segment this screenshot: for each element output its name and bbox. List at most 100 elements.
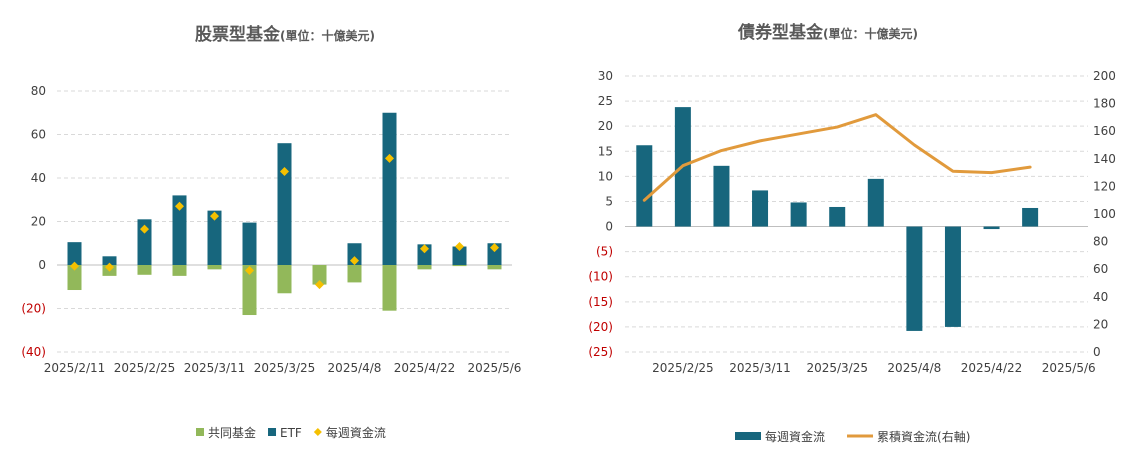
legend-swatch-2 — [313, 428, 322, 436]
cumulative-flow-line — [642, 113, 1032, 202]
weekly-flow-point-8 — [350, 256, 359, 266]
y-tick-label: 30 — [598, 69, 613, 83]
y2-tick-label: 180 — [1093, 97, 1116, 111]
chart-title-unit: (單位：十億美元) — [280, 28, 375, 43]
bar-etf-0 — [67, 242, 82, 265]
bar-weekly-flow-5 — [829, 206, 846, 227]
bar-weekly-flow-3 — [752, 190, 769, 227]
x-tick-label: 2025/4/22 — [394, 361, 456, 375]
x-tick-label: 2025/5/6 — [1042, 361, 1096, 375]
legend-swatch-0 — [735, 432, 761, 440]
bar-mutual-fund-6 — [277, 265, 292, 294]
bar-etf-11 — [452, 246, 467, 265]
y-tick-label: 20 — [31, 215, 46, 229]
weekly-flow-point-0 — [70, 261, 79, 271]
bond-fund-chart: 債券型基金(單位：十億美元) 30 25 20 15 10 5 0 (5) (10) (15) (2… — [565, 0, 1130, 467]
legend-swatch-1 — [268, 428, 277, 436]
weekly-flow-point-11 — [455, 242, 464, 252]
weekly-flow-point-4 — [210, 211, 219, 221]
legend-label-1: ETF — [280, 426, 302, 440]
weekly-flow-point-2 — [140, 224, 149, 234]
y-tick-label: (10) — [588, 270, 613, 284]
bar-etf-5 — [242, 222, 257, 265]
bar-mutual-fund-4 — [207, 265, 222, 270]
y2-tick-label: 40 — [1093, 290, 1108, 304]
chart-title: 股票型基金(單位：十億美元) — [195, 24, 375, 45]
x-tick-label: 2025/4/22 — [961, 361, 1023, 375]
bond-fund-chart-svg: 債券型基金(單位：十億美元) 30 25 20 15 10 5 0 (5) (10) (15) (2… — [588, 22, 1116, 444]
bar-mutual-fund-11 — [452, 265, 467, 267]
bar-mutual-fund-10 — [417, 265, 432, 270]
y-tick-label: 25 — [598, 94, 613, 108]
bar-etf-2 — [137, 219, 152, 265]
x-tick-label: 2025/3/25 — [806, 361, 868, 375]
y2-tick-label: 160 — [1093, 124, 1116, 138]
x-tick-label: 2025/5/6 — [468, 361, 522, 375]
y2-tick-label: 140 — [1093, 152, 1116, 166]
weekly-flow-point-9 — [385, 153, 394, 163]
legend-label-0: 每週資金流 — [765, 429, 825, 444]
bar-etf-8 — [347, 243, 362, 265]
bar-weekly-flow-9 — [983, 226, 1000, 230]
legend-label-1: 累積資金流(右軸) — [877, 429, 970, 444]
y-tick-label: (25) — [588, 345, 613, 359]
bar-mutual-fund-0 — [67, 265, 82, 291]
equity-fund-chart-svg: 股票型基金(單位：十億美元) 80 60 40 20 0 (20) (40) 2025/2/… — [21, 24, 522, 440]
x-tick-label: 2025/2/25 — [114, 361, 176, 375]
bar-mutual-fund-7 — [312, 265, 327, 285]
bar-etf-9 — [382, 112, 397, 265]
bar-weekly-flow-8 — [944, 226, 961, 327]
legend-label-2: 每週資金流 — [326, 425, 386, 440]
bar-etf-3 — [172, 195, 187, 265]
weekly-flow-point-5 — [245, 265, 254, 275]
x-tick-label: 2025/3/25 — [254, 361, 316, 375]
y-tick-label: 60 — [31, 128, 46, 142]
weekly-flow-point-3 — [175, 201, 184, 211]
y-tick-label: 5 — [605, 194, 613, 208]
bar-mutual-fund-5 — [242, 265, 257, 316]
chart-title-main: 股票型基金 — [195, 24, 281, 45]
y-tick-label: 15 — [598, 144, 613, 158]
chart-title-unit: (單位：十億美元) — [823, 26, 918, 41]
chart-title-main: 債券型基金 — [737, 22, 824, 43]
y-tick-label: 80 — [31, 84, 46, 98]
x-tick-label: 2025/4/8 — [328, 361, 382, 375]
y-tick-label: (20) — [588, 320, 613, 334]
bar-etf-1 — [102, 256, 117, 265]
bar-weekly-flow-10 — [1022, 207, 1039, 227]
y-tick-label: 20 — [598, 119, 613, 133]
y-tick-label: (5) — [596, 245, 613, 259]
bar-mutual-fund-9 — [382, 265, 397, 311]
weekly-flow-point-10 — [420, 244, 429, 254]
y2-tick-label: 100 — [1093, 207, 1116, 221]
bar-mutual-fund-12 — [487, 265, 502, 270]
y2-tick-label: 80 — [1093, 235, 1108, 249]
x-tick-label: 2025/4/8 — [887, 361, 941, 375]
weekly-flow-point-12 — [490, 243, 499, 253]
bar-weekly-flow-7 — [906, 226, 923, 331]
bar-weekly-flow-6 — [867, 178, 884, 227]
bar-etf-4 — [207, 210, 222, 265]
bar-weekly-flow-4 — [790, 202, 807, 227]
x-tick-label: 2025/3/11 — [184, 361, 246, 375]
legend-swatch-0 — [196, 428, 204, 436]
x-tick-label: 2025/3/11 — [729, 361, 791, 375]
bar-mutual-fund-3 — [172, 265, 187, 276]
equity-fund-chart: 股票型基金(單位：十億美元) 80 60 40 20 0 (20) (40) 2025/2/… — [0, 0, 560, 467]
y-tick-label: 0 — [605, 220, 613, 234]
legend-label-0: 共同基金 — [208, 425, 256, 440]
y2-tick-label: 120 — [1093, 179, 1116, 193]
y-tick-label: 10 — [598, 169, 613, 183]
bar-mutual-fund-2 — [137, 265, 152, 275]
weekly-flow-point-1 — [105, 262, 114, 272]
y2-tick-label: 60 — [1093, 262, 1108, 276]
bar-mutual-fund-8 — [347, 265, 362, 283]
y2-tick-label: 200 — [1093, 69, 1116, 83]
y-tick-label: (40) — [21, 345, 46, 359]
weekly-flow-point-7 — [315, 280, 324, 290]
x-tick-label: 2025/2/25 — [652, 361, 714, 375]
chart-title: 債券型基金(單位：十億美元) — [737, 22, 918, 43]
y-tick-label: (20) — [21, 302, 46, 316]
y2-tick-label: 0 — [1093, 345, 1101, 359]
y-tick-label: (15) — [588, 295, 613, 309]
